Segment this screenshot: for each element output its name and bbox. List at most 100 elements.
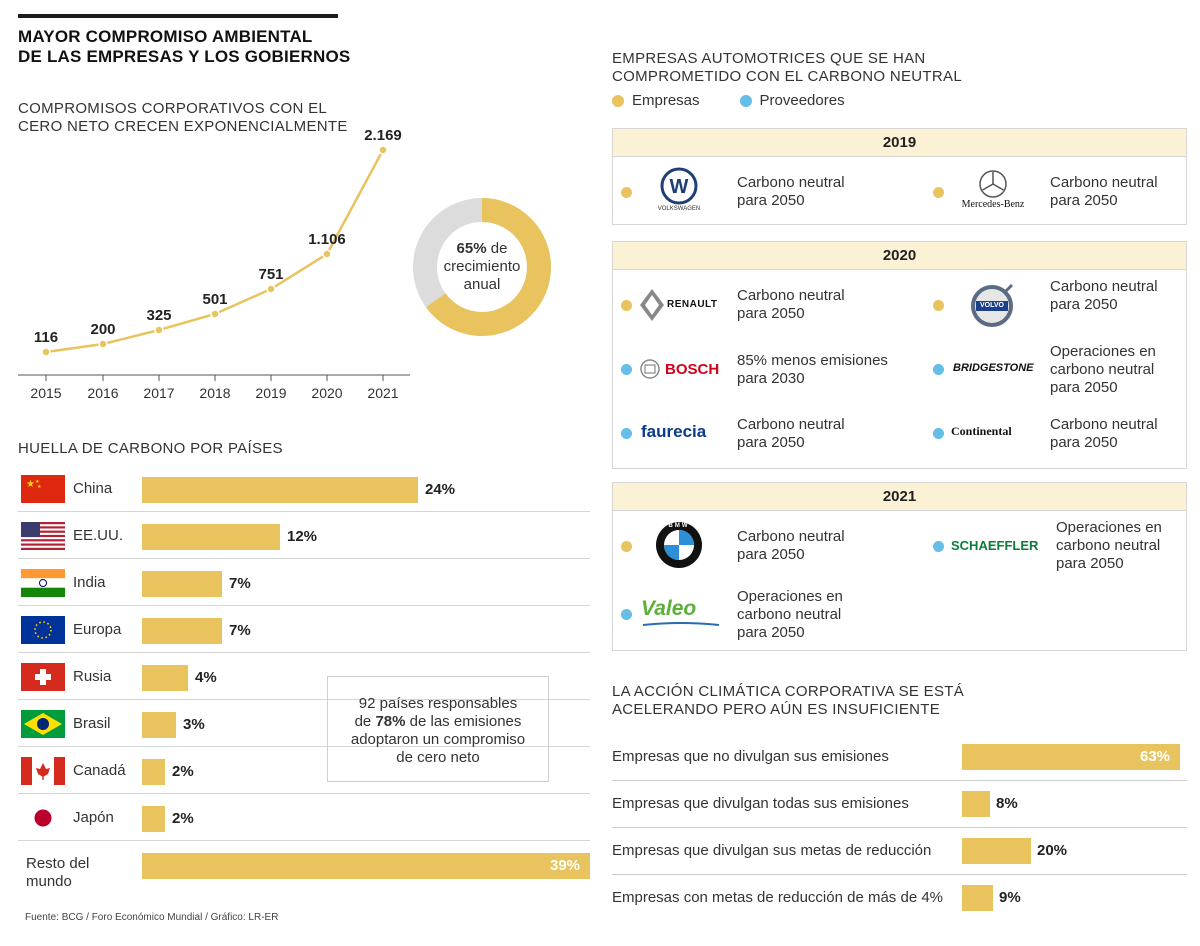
- eu-flag-icon: [21, 616, 65, 644]
- action-title-line2: ACELERANDO PERO AÚN ES INSUFICIENTE: [612, 701, 941, 718]
- row-divider: [18, 840, 590, 841]
- row-divider: [18, 793, 590, 794]
- valeo-logo-text: Valeo: [641, 597, 697, 620]
- row-divider: [18, 511, 590, 512]
- country-name: Europa: [73, 621, 122, 638]
- entry-line2: para 2050: [737, 305, 805, 322]
- point-label: 325: [146, 307, 171, 324]
- entry-line2: para 2050: [1050, 296, 1118, 313]
- line-point: [322, 249, 332, 259]
- entry-line1: Carbono neutral: [737, 528, 845, 545]
- entry-text: Carbono neutral para 2050: [737, 416, 845, 452]
- row-divider: [18, 558, 590, 559]
- entry-line2: para 2050: [737, 192, 805, 209]
- action-bar-value: 63%: [1140, 748, 1171, 765]
- entry-text: Operaciones en carbono neutral para 2050: [737, 588, 843, 642]
- year-box-2019: 2019 W VOLKSWAGEN Carbono neutral para 2…: [612, 128, 1187, 225]
- main-title-line1: MAYOR COMPROMISO AMBIENTAL: [18, 27, 313, 46]
- company-dot: [933, 187, 944, 198]
- x-tick-label: 2018: [199, 385, 230, 401]
- country-name: Japón: [73, 809, 114, 826]
- year-header: 2019: [613, 129, 1186, 157]
- donut-text-growth: crecimiento: [443, 258, 521, 275]
- legend-companies-label: Empresas: [632, 92, 700, 109]
- action-bar-value: 20%: [1037, 842, 1068, 859]
- country-name: Canadá: [73, 762, 126, 779]
- country-bar-value: 3%: [183, 716, 205, 733]
- x-tick-label: 2015: [30, 385, 61, 401]
- country-name: Brasil: [73, 715, 111, 732]
- action-bar: [962, 791, 990, 817]
- point-label: 2.169: [364, 127, 402, 144]
- entry-text: 85% menos emisiones para 2030: [737, 352, 888, 388]
- country-bar-value: 7%: [229, 622, 251, 639]
- note-line2-post: de las emisiones: [405, 713, 522, 730]
- line-point: [266, 284, 276, 294]
- line-point: [41, 347, 51, 357]
- country-bar: [142, 665, 188, 691]
- entry-line1: Operaciones en: [1050, 343, 1156, 360]
- action-bar: [962, 838, 1031, 864]
- entry-line3: para 2050: [737, 624, 805, 641]
- country-name-rest: Resto del mundo: [26, 855, 90, 890]
- india-flag-icon: [21, 569, 65, 597]
- year-header: 2020: [613, 242, 1186, 270]
- source-note: Fuente: BCG / Foro Económico Mundial / G…: [25, 912, 279, 923]
- line-point: [378, 145, 388, 155]
- entry-text: Carbono neutral para 2050: [1050, 278, 1158, 314]
- line-point: [98, 339, 108, 349]
- company-dot: [933, 300, 944, 311]
- country-bar-value: 39%: [550, 857, 581, 874]
- action-label: Empresas que divulgan sus metas de reduc…: [612, 842, 932, 859]
- country-bar: [142, 477, 418, 503]
- entry-line1: Carbono neutral: [737, 174, 845, 191]
- svg-text:★: ★: [26, 479, 35, 490]
- action-bar-value: 8%: [996, 795, 1018, 812]
- volkswagen-logo-text: VOLKSWAGEN: [657, 206, 701, 212]
- entry-line2: para 2030: [737, 370, 805, 387]
- growth-donut: [413, 198, 551, 336]
- entry-text: Operaciones en carbono neutral para 2050: [1056, 519, 1162, 573]
- point-label: 1.106: [308, 231, 346, 248]
- automotive-title: EMPRESAS AUTOMOTRICES QUE SE HAN COMPROM…: [612, 50, 962, 86]
- x-tick-label: 2019: [255, 385, 286, 401]
- row-divider: [18, 605, 590, 606]
- usa-flag-icon: [21, 522, 65, 550]
- commitments-title-line1: COMPROMISOS CORPORATIVOS CON EL: [18, 100, 328, 117]
- entry-text: Carbono neutral para 2050: [737, 287, 845, 323]
- bridgestone-logo: BRIDGESTONE: [953, 362, 1034, 374]
- mercedes-logo-text: Mercedes-Benz: [961, 199, 1025, 210]
- action-bar: [962, 744, 1180, 770]
- country-bar: [142, 524, 280, 550]
- country-bar: [142, 759, 165, 785]
- action-bar: [962, 885, 993, 911]
- commitments-title-line2: CERO NETO CRECEN EXPONENCIALMENTE: [18, 118, 348, 135]
- row-divider: [612, 827, 1187, 828]
- entry-line2: carbono neutral: [737, 606, 842, 623]
- country-bar-value: 2%: [172, 763, 194, 780]
- year-box-2021: 2021 BMW Carbono neutral para 2050 SCHAE…: [612, 482, 1187, 651]
- country-bar-value: 12%: [287, 528, 318, 545]
- company-dot: [621, 300, 632, 311]
- country-bar: [142, 618, 222, 644]
- country-bar-value: 7%: [229, 575, 251, 592]
- row-divider: [612, 874, 1187, 875]
- entry-text: Carbono neutral para 2050: [737, 528, 845, 564]
- svg-text:★: ★: [37, 484, 42, 490]
- legend-suppliers-label: Proveedores: [759, 92, 845, 109]
- main-title-line2: DE LAS EMPRESAS Y LOS GOBIERNOS: [18, 47, 351, 66]
- note-box: 92 países responsables de 78% de las emi…: [327, 676, 549, 782]
- renault-logo-text: RENAULT: [667, 299, 718, 310]
- entry-line2: para 2050: [737, 546, 805, 563]
- entry-text: Operaciones en carbono neutral para 2050: [1050, 343, 1156, 397]
- supplier-dot: [621, 364, 632, 375]
- point-label: 751: [258, 266, 283, 283]
- title-rule: [18, 14, 338, 18]
- entry-line1: Carbono neutral: [1050, 278, 1158, 295]
- china-flag-icon: ★ ★ ★: [21, 475, 65, 503]
- bmw-logo: BMW: [655, 521, 703, 569]
- donut-label: 65% de crecimiento anual: [424, 240, 540, 294]
- bmw-logo-text: BMW: [668, 523, 690, 529]
- svg-text:W: W: [670, 176, 689, 198]
- country-bar: [142, 853, 590, 879]
